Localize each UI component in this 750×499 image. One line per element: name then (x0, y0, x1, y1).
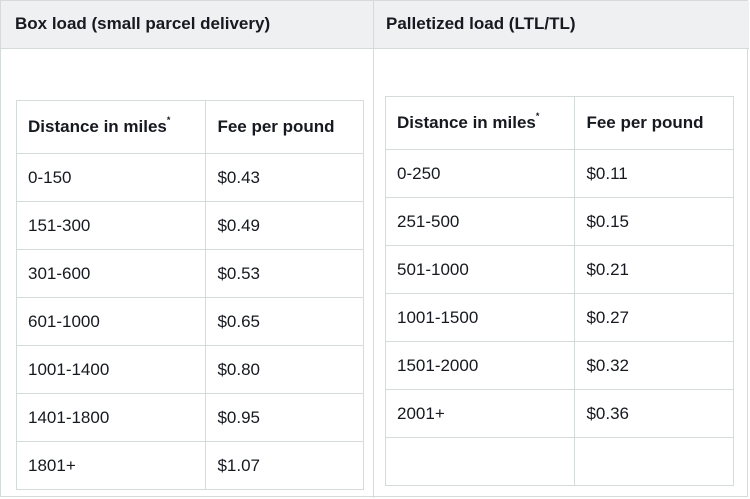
distance-cell: 1001-1400 (15, 345, 207, 394)
table-row: 601-1000 $0.65 (15, 297, 364, 346)
fee-cell: $0.49 (205, 201, 364, 250)
fee-cell: $0.11 (574, 149, 734, 198)
fee-column-header: Fee per pound (574, 96, 734, 150)
distance-cell: 301-600 (15, 249, 207, 298)
table-header-row: Distance in miles* Fee per pound (15, 100, 364, 154)
palletized-load-column: Palletized load (LTL/TL) Distance in mil… (374, 1, 749, 498)
table-row: 1401-1800 $0.95 (15, 393, 364, 442)
palletized-load-title: Palletized load (LTL/TL) (386, 14, 576, 33)
table-header-row: Distance in miles* Fee per pound (384, 96, 734, 150)
box-load-title: Box load (small parcel delivery) (15, 14, 271, 33)
distance-cell: 1801+ (15, 441, 207, 490)
table-row: 0-250 $0.11 (384, 149, 734, 198)
distance-cell: 2001+ (384, 389, 576, 438)
empty-distance-cell (384, 437, 576, 486)
fee-cell: $0.95 (205, 393, 364, 442)
distance-cell: 0-150 (15, 153, 207, 202)
fee-cell: $0.65 (205, 297, 364, 346)
distance-cell: 1401-1800 (15, 393, 207, 442)
distance-cell: 501-1000 (384, 245, 576, 294)
distance-cell: 1001-1500 (384, 293, 576, 342)
footnote-marker: * (535, 111, 540, 122)
box-load-header: Box load (small parcel delivery) (1, 1, 373, 49)
fee-cell: $0.27 (574, 293, 734, 342)
fee-cell: $0.80 (205, 345, 364, 394)
distance-cell: 1501-2000 (384, 341, 576, 390)
box-load-column: Box load (small parcel delivery) Distanc… (1, 1, 374, 498)
distance-column-header: Distance in miles* (15, 100, 207, 154)
table-row: 1001-1400 $0.80 (15, 345, 364, 394)
table-row: 2001+ $0.36 (384, 389, 734, 438)
distance-column-header: Distance in miles* (384, 96, 576, 150)
empty-table-row (384, 437, 734, 486)
distance-cell: 151-300 (15, 201, 207, 250)
distance-header-label: Distance in miles (397, 113, 536, 132)
empty-fee-cell (574, 437, 734, 486)
distance-cell: 0-250 (384, 149, 576, 198)
table-row: 0-150 $0.43 (15, 153, 364, 202)
box-load-fee-table: Distance in miles* Fee per pound 0-150 $… (15, 100, 364, 490)
fee-cell: $0.43 (205, 153, 364, 202)
fee-cell: $0.36 (574, 389, 734, 438)
table-row: 301-600 $0.53 (15, 249, 364, 298)
fee-cell: $0.21 (574, 245, 734, 294)
table-row: 1501-2000 $0.32 (384, 341, 734, 390)
fee-column-header: Fee per pound (205, 100, 364, 154)
table-row: 501-1000 $0.21 (384, 245, 734, 294)
fee-cell: $0.32 (574, 341, 734, 390)
table-row: 1801+ $1.07 (15, 441, 364, 490)
table-row: 251-500 $0.15 (384, 197, 734, 246)
palletized-load-header: Palletized load (LTL/TL) (374, 1, 749, 49)
distance-header-label: Distance in miles (28, 117, 167, 136)
fee-cell: $0.53 (205, 249, 364, 298)
distance-cell: 601-1000 (15, 297, 207, 346)
table-row: 1001-1500 $0.27 (384, 293, 734, 342)
table-row: 151-300 $0.49 (15, 201, 364, 250)
distance-cell: 251-500 (384, 197, 576, 246)
fee-cell: $1.07 (205, 441, 364, 490)
fee-cell: $0.15 (574, 197, 734, 246)
palletized-load-fee-table: Distance in miles* Fee per pound 0-250 $… (384, 96, 734, 486)
footnote-marker: * (166, 115, 171, 126)
